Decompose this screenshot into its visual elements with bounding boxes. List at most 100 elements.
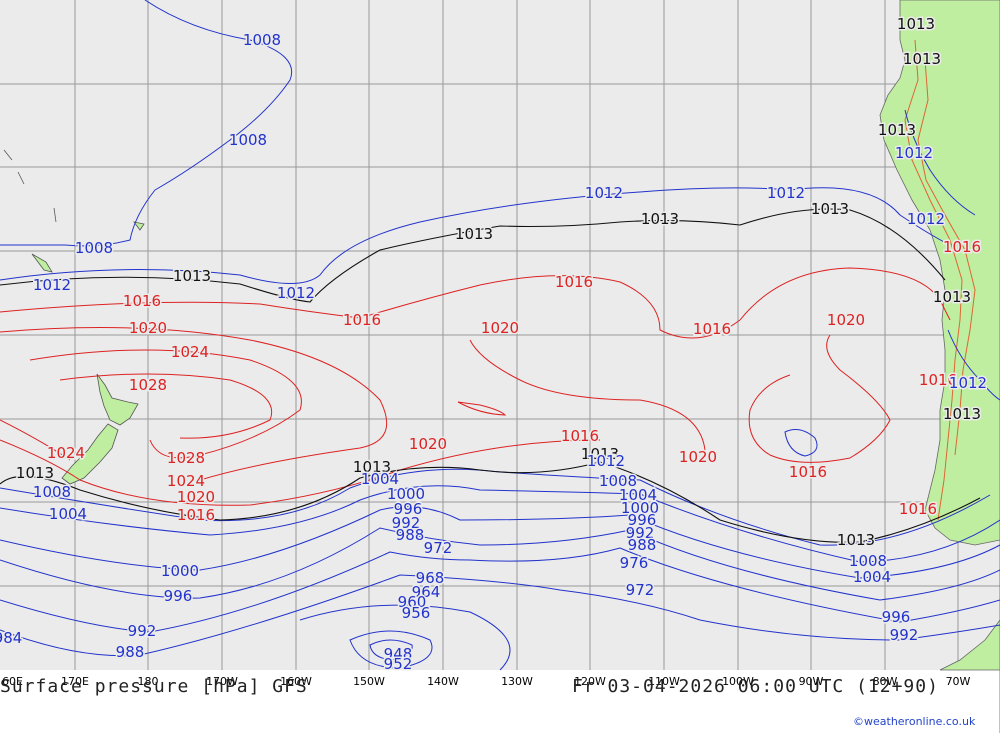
longitude-tick-label: 180 (138, 675, 159, 688)
isobar-label: 1013 (903, 50, 941, 68)
isobar-label: 948 (384, 645, 413, 663)
isobar-label: 1012 (277, 284, 315, 302)
isobars-red (0, 267, 951, 506)
new-zealand-north-island (96, 373, 139, 426)
isobar-label: 1016 (123, 292, 161, 310)
isobar-label: 1020 (129, 319, 167, 337)
isobar-label: 1012 (895, 144, 933, 162)
longitude-tick-label: 80W (873, 675, 898, 688)
isobar-label: 992 (626, 524, 655, 542)
isobar-label: 1020 (481, 319, 519, 337)
isobar-label: 1013 (897, 15, 935, 33)
isobar-label: 1008 (33, 483, 71, 501)
isobar-label: 1000 (621, 499, 659, 517)
isobar-label: 992 (128, 622, 157, 640)
isobar-label: 1016 (789, 463, 827, 481)
longitude-tick-label: 150W (353, 675, 385, 688)
valid-time: Fr 03-04-2026 06:00 UTC (12+90) (572, 676, 939, 697)
credit-link[interactable]: ©weatheronline.co.uk (853, 715, 976, 728)
isobar-label: 996 (394, 500, 423, 518)
isobar-label: 972 (626, 581, 655, 599)
isobar-label: 1008 (599, 472, 637, 490)
pacific-island (3, 149, 57, 223)
isobar-label: 1008 (243, 31, 281, 49)
longitude-tick-label: 160W (280, 675, 312, 688)
south-america-land (879, 0, 1000, 733)
longitude-tick-label: 90W (799, 675, 824, 688)
longitude-tick-label: 120W (574, 675, 606, 688)
isobar-label: 1013 (641, 210, 679, 228)
isobar-label: 1016 (343, 311, 381, 329)
isobar-label: 1012 (949, 374, 987, 392)
isobar-label: 988 (396, 526, 425, 544)
isobar-label: 956 (402, 604, 431, 622)
longitude-tick-label: 60E (2, 675, 23, 688)
longitude-tick-label: 170W (206, 675, 238, 688)
isobar-label: 1013 (455, 225, 493, 243)
longitude-tick-label: 170E (61, 675, 89, 688)
isobar-label: 1012 (767, 184, 805, 202)
longitude-tick-label: 130W (501, 675, 533, 688)
isobar-label: 1004 (361, 470, 399, 488)
isobar-label: 1012 (33, 276, 71, 294)
isobar-label: 952 (384, 655, 413, 673)
isobar-label: 992 (890, 626, 919, 644)
isobars-1013 (0, 208, 981, 543)
isobar-label: 1008 (229, 131, 267, 149)
isobar-label: 1024 (171, 343, 209, 361)
isobar-label: 1013 (811, 200, 849, 218)
isobar-label: 1008 (75, 239, 113, 257)
longitude-tick-label: 100W (722, 675, 754, 688)
isobar-label: 968 (416, 569, 445, 587)
isobar-label: 1013 (878, 121, 916, 139)
isobar-label: 972 (424, 539, 453, 557)
isobar-label: 1020 (409, 435, 447, 453)
isobar-label: 1004 (853, 568, 891, 586)
isobar-label: 976 (620, 554, 649, 572)
longitude-ticks: 60E 170E 180 170W 160W 150W 140W 130W 120W 110W 10… (2, 675, 971, 688)
andes-relief (904, 39, 963, 521)
pacific-island (133, 221, 145, 231)
isobar-label: 1016 (919, 371, 957, 389)
isobar-label: 1012 (585, 184, 623, 202)
isobar-label: 984 (0, 629, 22, 647)
isobars-blue (0, 0, 1000, 671)
isobar-label: 1016 (899, 500, 937, 518)
isobar-label: 1004 (49, 505, 87, 523)
isobar-label: 1004 (619, 486, 657, 504)
isobar-label: 1024 (47, 444, 85, 462)
isobar-label: 996 (882, 608, 911, 626)
isobar-label: 1013 (837, 531, 875, 549)
new-zealand-south-island (61, 423, 119, 485)
isobar-label: 1013 (943, 405, 981, 423)
graticule (0, 0, 1000, 670)
isobar-label: 1012 (907, 210, 945, 228)
isobar-label: 1028 (167, 449, 205, 467)
isobar-label: 1016 (555, 273, 593, 291)
isobar-label: 1024 (167, 472, 205, 490)
isobar-label: 960 (398, 593, 427, 611)
isobar-label: 964 (412, 583, 441, 601)
isobar-label: 1013 (173, 267, 211, 285)
andes-relief (917, 59, 976, 456)
isobar-label: 1008 (849, 552, 887, 570)
chart-title: Surface pressure [hPa] GFS (0, 676, 308, 697)
isobar-label: 1020 (679, 448, 717, 466)
isobar-label: 996 (164, 587, 193, 605)
pacific-island (31, 253, 53, 273)
isobar-label: 1016 (561, 427, 599, 445)
longitude-tick-label: 110W (648, 675, 680, 688)
isobar-label: 1013 (353, 458, 391, 476)
isobar-label: 988 (628, 536, 657, 554)
longitude-tick-label: 70W (946, 675, 971, 688)
isobar-label: 1028 (129, 376, 167, 394)
isobar-label: 1013 (933, 288, 971, 306)
isobar-label: 1000 (161, 562, 199, 580)
isobar-label: 988 (116, 643, 145, 661)
isobar-label: 1012 (587, 452, 625, 470)
isobar-label: 1013 (581, 445, 619, 463)
isobar-label: 1020 (827, 311, 865, 329)
